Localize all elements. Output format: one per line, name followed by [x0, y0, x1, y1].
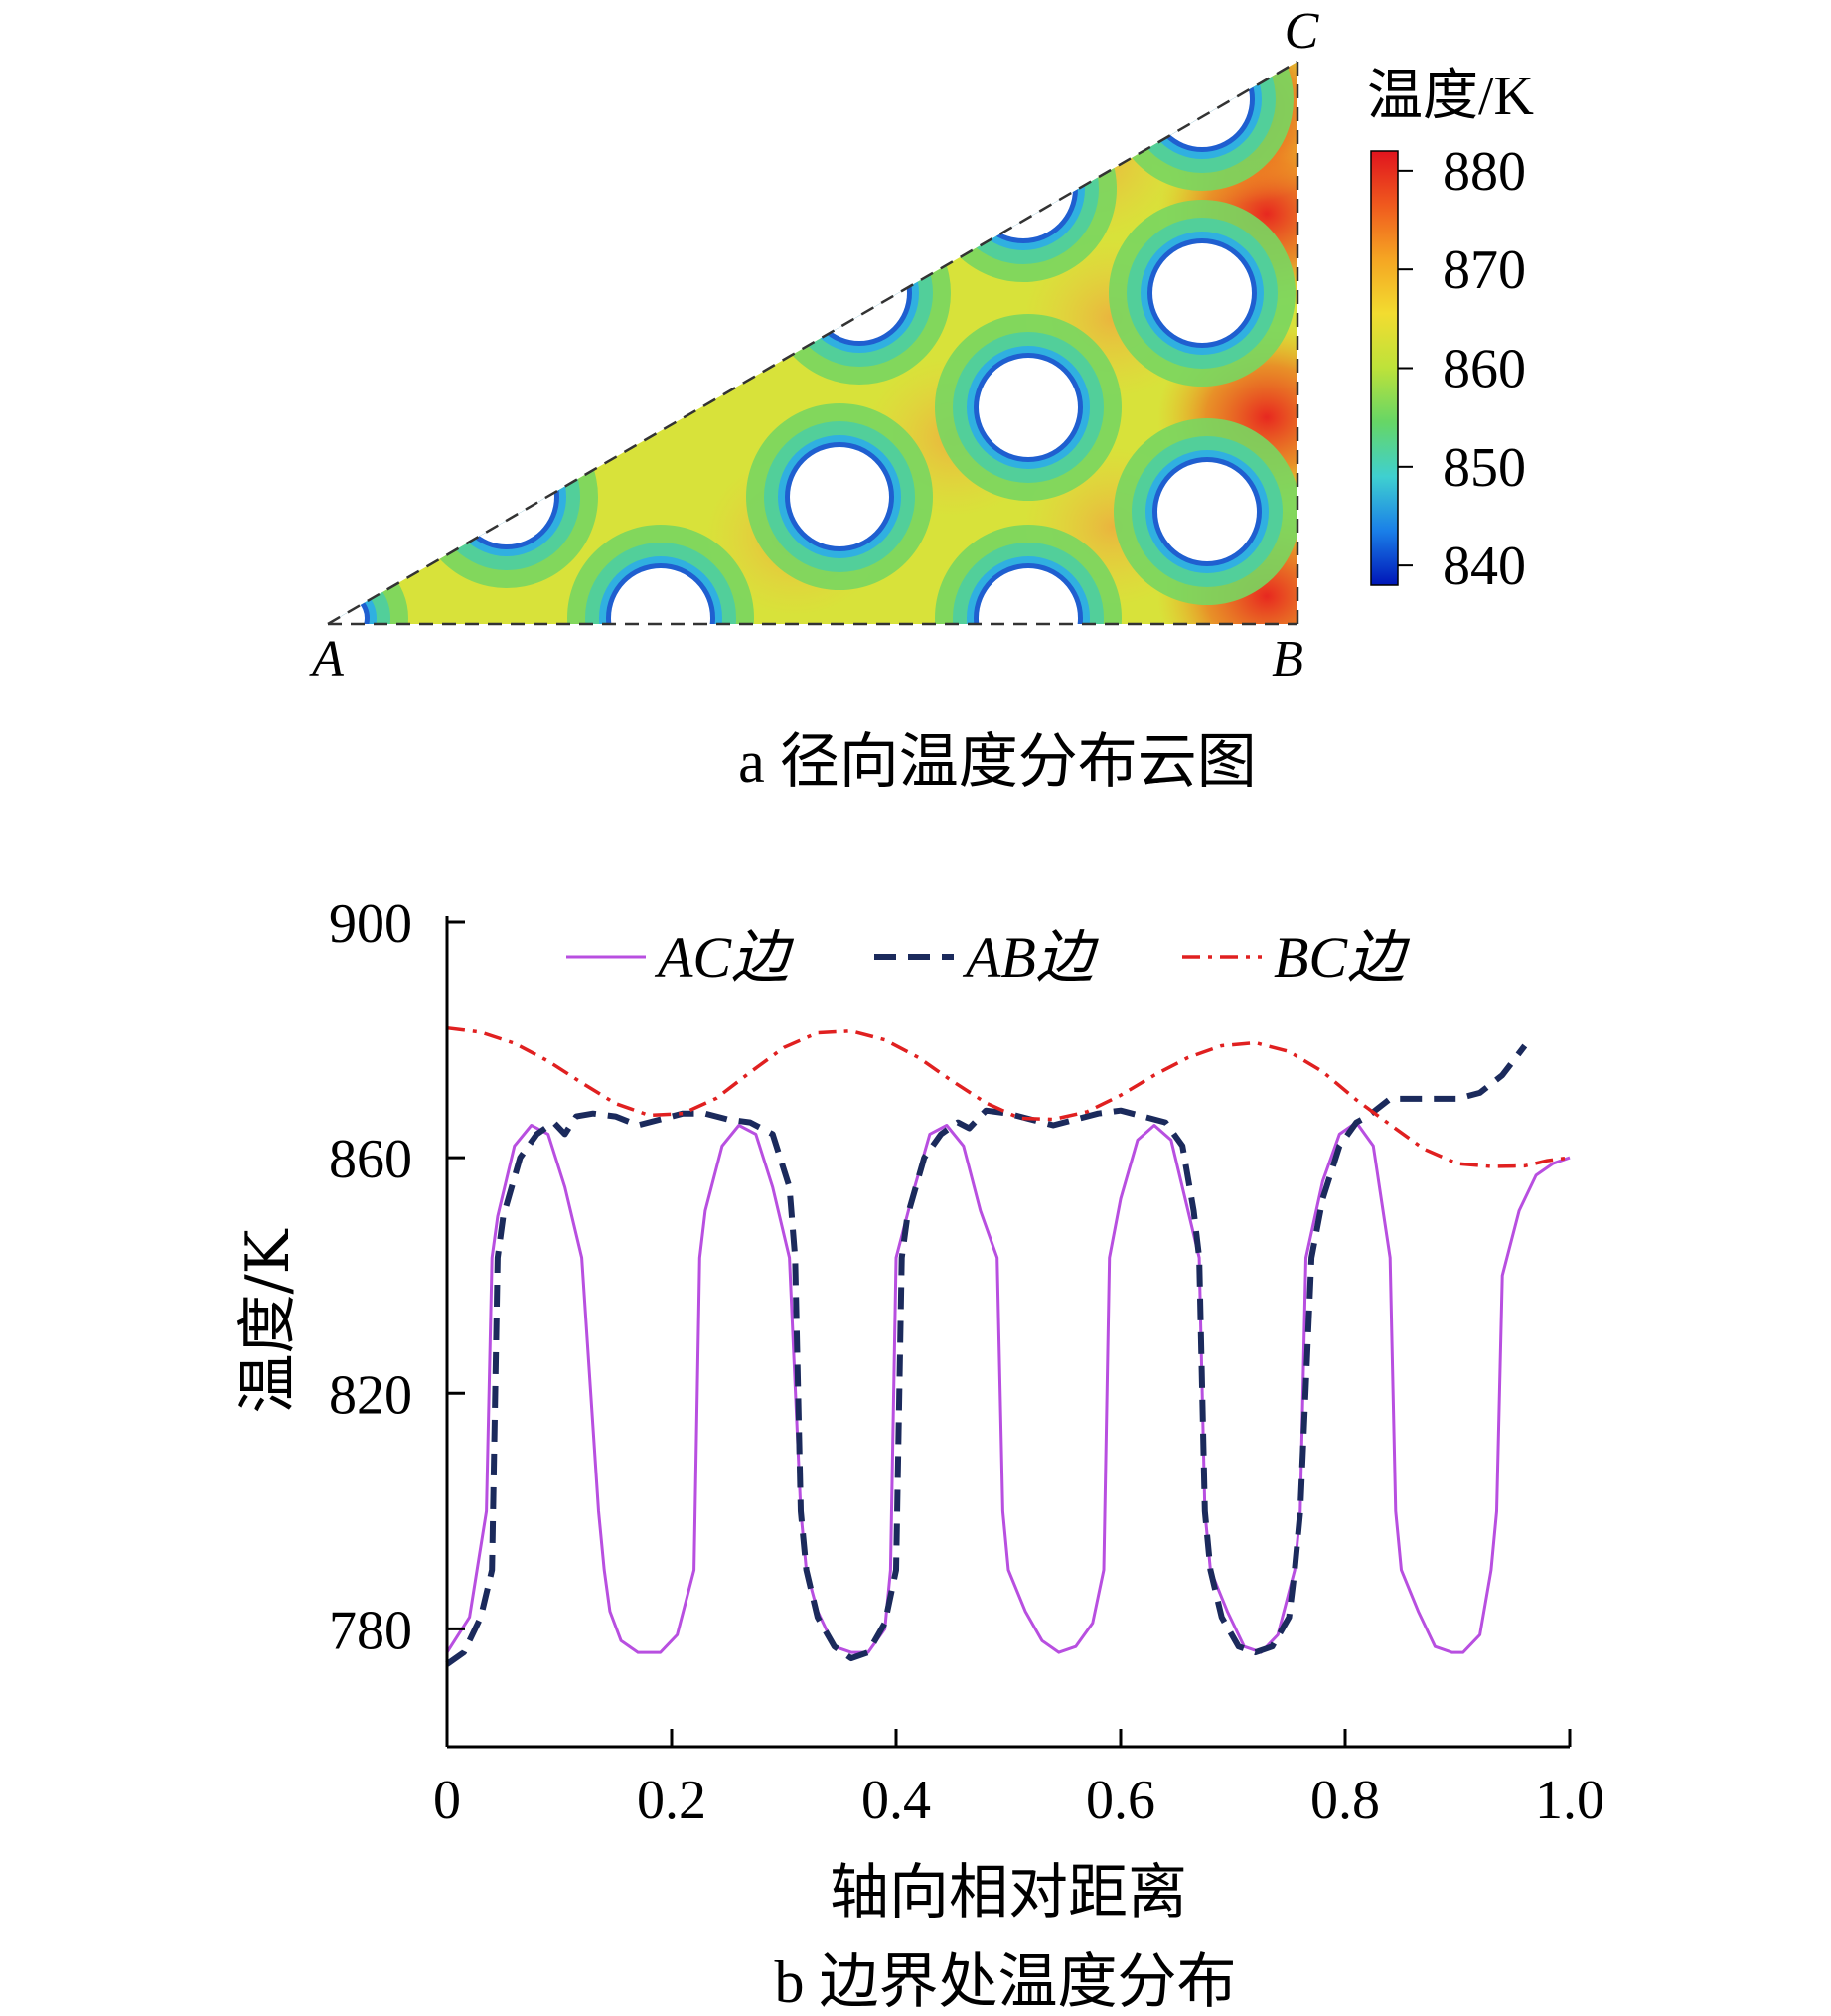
hole: [979, 358, 1078, 457]
legend: AC边 AB边 BC边: [566, 925, 1411, 990]
edge-ac: [327, 60, 1298, 626]
x-tick-label: 0.2: [637, 1770, 706, 1831]
triangle-edges: [327, 60, 1299, 626]
y-tick-label: 860: [329, 1129, 412, 1190]
colorbar: 温度/K 880 870 860 850 840: [1367, 66, 1534, 597]
panel-a-heatmap: A B C 温度/K 880 870 860 850 840 a 径向温度分布云图: [309, 3, 1534, 795]
vertex-label-a: A: [309, 631, 344, 688]
legend-label-0: AC边: [654, 925, 795, 990]
series-line-0: [445, 1121, 1571, 1654]
x-tick-label: 0.8: [1310, 1770, 1380, 1831]
hole: [812, 245, 907, 341]
colorbar-tick-label: 880: [1443, 141, 1526, 203]
hole: [1152, 243, 1252, 343]
x-axis-label: 轴向相对距离: [830, 1858, 1187, 1928]
x-tick-label: 0.4: [861, 1770, 931, 1831]
hole: [1157, 462, 1257, 561]
y-tick-label: 820: [329, 1364, 412, 1426]
colorbar-tick-label: 870: [1443, 239, 1526, 301]
x-tick-label: 0.6: [1086, 1770, 1155, 1831]
colorbar-title: 温度/K: [1367, 66, 1534, 127]
panel-b-caption: b 边界处温度分布: [775, 1949, 1237, 2015]
triangle-temperature-field: [328, 62, 1297, 624]
panel-b-line-chart: 0 0.2 0.4 0.6 0.8 1.0 780 820 860 900 AC边 AB边 BC边 轴…: [233, 893, 1604, 2015]
x-tick-label: 0: [433, 1770, 461, 1831]
vertex-label-b: B: [1272, 631, 1303, 688]
hole: [979, 568, 1078, 624]
colorbar-tick-label: 840: [1443, 536, 1526, 597]
legend-label-2: BC边: [1274, 925, 1411, 990]
colorbar-tick-label: 860: [1443, 339, 1526, 400]
series-line-1: [445, 1043, 1528, 1667]
vertex-label-c: C: [1285, 3, 1320, 60]
x-tick-label: 1.0: [1535, 1770, 1604, 1831]
panel-a-caption: a 径向温度分布云图: [738, 729, 1257, 795]
colorbar-gradient: [1370, 150, 1399, 586]
y-tick-label: 780: [329, 1600, 412, 1661]
plot-lines: [445, 1025, 1571, 1667]
hole: [1154, 62, 1250, 147]
y-tick-label: 900: [329, 893, 412, 955]
legend-label-1: AB边: [962, 925, 1100, 990]
hole: [790, 447, 889, 546]
hole: [459, 449, 554, 544]
axes: 0 0.2 0.4 0.6 0.8 1.0 780 820 860 900: [329, 893, 1604, 1831]
colorbar-ticks: 880 870 860 850 840: [1398, 141, 1526, 597]
hole: [974, 139, 1073, 238]
hole: [611, 568, 710, 624]
y-axis-label: 温度/K: [233, 1228, 303, 1413]
colorbar-tick-label: 850: [1443, 437, 1526, 499]
series-line-2: [446, 1025, 1571, 1168]
